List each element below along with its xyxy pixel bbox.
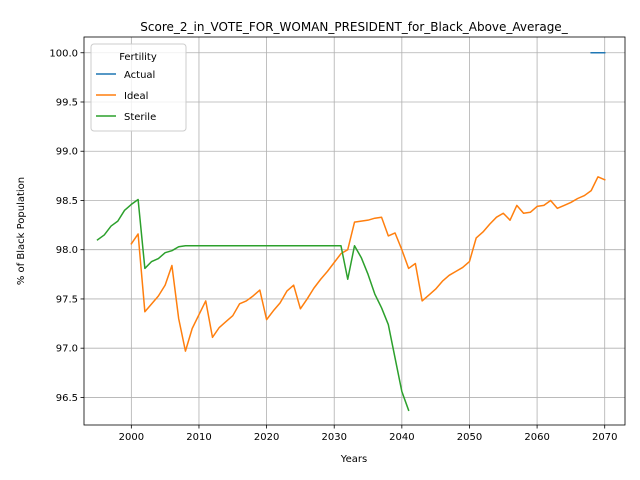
legend: Fertility Actual Ideal Sterile [90,43,187,132]
chart-title: Score_2_in_VOTE_FOR_WOMAN_PRESIDENT_for_… [140,20,568,34]
legend-box [90,43,187,132]
legend-label-ideal: Ideal [124,91,148,102]
grid-lines [84,37,625,425]
legend-label-sterile: Sterile [124,112,156,123]
y-tick-label: 97.5 [56,294,78,305]
y-tick-label: 98.0 [56,245,78,256]
legend-title: Fertility [119,52,157,63]
y-axis-ticks: 96.5 97.0 97.5 98.0 98.5 99.0 99.5 100.0 [49,48,84,404]
x-tick-label: 2020 [254,432,279,443]
x-tick-label: 2070 [592,432,617,443]
series-lines [96,52,606,412]
x-tick-label: 2030 [321,432,346,443]
x-axis-ticks: 2000 2010 2020 2030 2040 2050 2060 2070 [119,425,617,443]
series-line-sterile [96,198,410,412]
x-tick-label: 2050 [457,432,482,443]
series-line-ideal [130,176,606,352]
x-tick-label: 2010 [186,432,211,443]
y-tick-label: 96.5 [56,393,78,404]
legend-label-actual: Actual [124,70,155,81]
y-tick-label: 97.0 [56,344,78,355]
y-tick-label: 98.5 [56,196,78,207]
y-tick-label: 99.5 [56,97,78,108]
y-tick-label: 100.0 [49,48,78,59]
x-tick-label: 2000 [119,432,144,443]
x-axis-label: Years [340,454,367,465]
y-axis-label: % of Black Population [16,177,27,285]
legend-items: Actual Ideal Sterile [96,70,156,123]
x-tick-label: 2060 [524,432,549,443]
y-tick-label: 99.0 [56,147,78,158]
x-tick-label: 2040 [389,432,414,443]
plot-frame [83,36,626,426]
